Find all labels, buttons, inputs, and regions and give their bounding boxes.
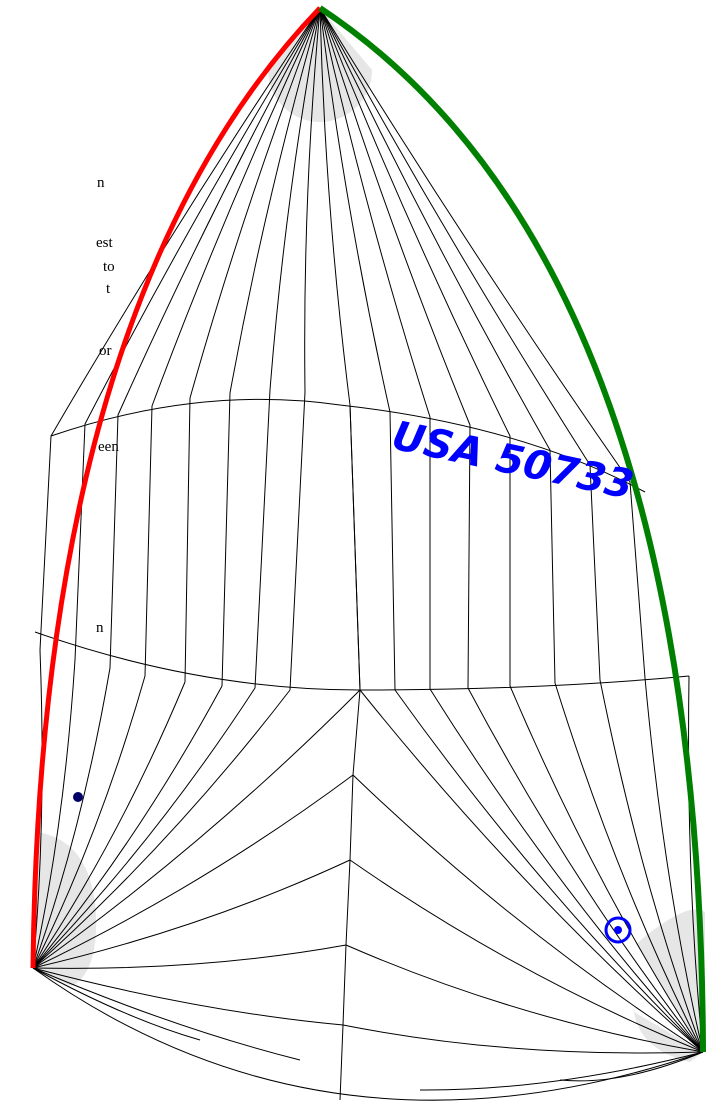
tack-fan-seams xyxy=(32,649,361,1061)
tack-fan-seam xyxy=(32,859,351,969)
head-seam xyxy=(319,7,361,691)
dot-marker-icon xyxy=(73,792,83,802)
clew-fan-seam xyxy=(419,1051,704,1091)
text-fragment: n xyxy=(97,175,105,191)
luff-edge xyxy=(30,6,322,969)
head-patch xyxy=(268,8,372,122)
head-seam xyxy=(254,7,321,689)
tack-fan-seam xyxy=(32,659,76,969)
text-fragment: een xyxy=(98,439,119,455)
clew-fan-seam xyxy=(599,679,704,1053)
tack-fan-seam xyxy=(32,649,43,969)
head-seam xyxy=(144,7,321,677)
tack-fan-seam xyxy=(32,689,291,969)
head-seam xyxy=(184,7,321,683)
head-seam xyxy=(319,7,431,689)
foot-edge xyxy=(32,967,704,1101)
head-seam xyxy=(289,7,321,691)
clew-fan-seam xyxy=(429,688,704,1053)
tack-fan-seam xyxy=(32,675,146,969)
tack-fan-seam xyxy=(32,774,354,969)
head-seam xyxy=(74,7,321,661)
tack-fan-seam xyxy=(32,681,186,969)
clew-fan-seam xyxy=(644,677,704,1053)
clew-fan-seam xyxy=(688,675,704,1053)
head-seam xyxy=(319,7,511,686)
corner-patches xyxy=(33,8,705,1062)
head-seam xyxy=(221,7,321,687)
clew-fan-seam xyxy=(349,859,704,1053)
head-seam xyxy=(319,7,396,691)
tack-fan-seam xyxy=(32,944,347,969)
tack-fan-seam xyxy=(32,967,344,1026)
text-fragment: t xyxy=(106,281,111,297)
head-seam xyxy=(319,7,556,684)
clew-fan-seams xyxy=(342,675,704,1091)
tack-fan-seam xyxy=(32,685,223,969)
tack-fan-seam xyxy=(32,967,201,1041)
tack-fan-seam xyxy=(32,689,361,969)
lower-seam xyxy=(34,631,690,691)
tack-patch xyxy=(33,832,97,986)
clew-fan-seam xyxy=(394,689,704,1053)
horizontal-seams xyxy=(34,398,690,691)
head-seam xyxy=(39,7,321,651)
clew-fan-seam xyxy=(559,1051,704,1082)
text-fragment: to xyxy=(103,259,115,275)
text-fragment: n xyxy=(96,620,104,636)
clew-patch xyxy=(636,909,705,1052)
head-seam xyxy=(319,7,471,689)
tack-fan-seam xyxy=(32,667,111,969)
upper-seam xyxy=(50,398,646,493)
tack-fan-seam xyxy=(32,967,301,1061)
text-fragment: or xyxy=(99,343,112,359)
clew-fan-seam xyxy=(345,944,704,1053)
clew-fan-seam xyxy=(554,682,704,1053)
clew-fan-seam xyxy=(352,774,704,1053)
clew-fan-seam xyxy=(509,685,704,1053)
clew-fan-seam xyxy=(467,687,704,1053)
head-seam xyxy=(109,7,321,669)
head-seams xyxy=(39,7,646,691)
sail-number: USA 50733 xyxy=(388,413,638,509)
text-fragment: est xyxy=(96,235,113,251)
head-seam xyxy=(319,7,646,679)
leech-edge xyxy=(318,5,706,1053)
clew-fan-seam xyxy=(342,1024,704,1054)
tack-fan-seam xyxy=(32,687,256,969)
clew-fan-seam xyxy=(359,689,704,1053)
target-icon xyxy=(604,916,632,944)
center-seam xyxy=(339,404,361,1101)
head-seam xyxy=(319,7,601,681)
